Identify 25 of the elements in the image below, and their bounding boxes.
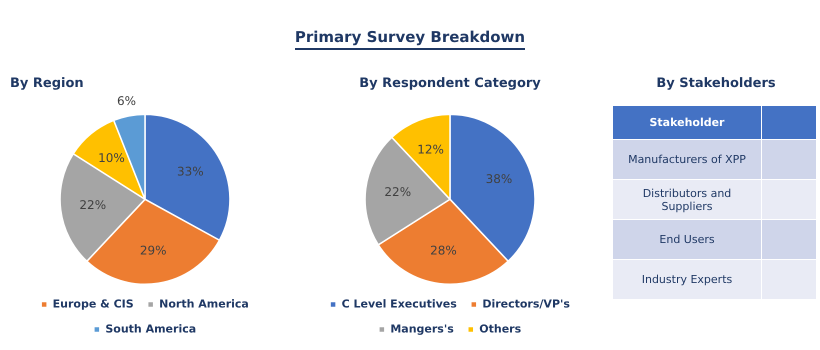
text: Primary Survey Breakdown	[294, 28, 526, 50]
data-label: 22%	[79, 198, 106, 212]
data-label: 38%	[486, 172, 512, 186]
data-label: 12%	[417, 142, 444, 156]
data-label: 10%	[98, 150, 125, 165]
data-label: 29%	[140, 243, 167, 258]
legend-label: Others	[479, 322, 522, 336]
legend-label: Mangers's	[390, 322, 454, 336]
text: Industry Experts	[612, 260, 762, 300]
chart-title: By Respondent Category	[359, 76, 542, 92]
data-label: 28%	[430, 244, 457, 258]
text: Manufacturers of XPP	[612, 140, 762, 180]
legend-label: Europe & CIS	[52, 297, 134, 310]
data-label: 6%	[116, 94, 136, 108]
text: Distributors and Suppliers	[612, 180, 762, 220]
text: End Users	[612, 220, 762, 260]
legend-label: C Level Executives	[342, 297, 458, 310]
legend-label: North America	[159, 297, 249, 310]
data-label: 33%	[177, 164, 204, 179]
text: Stakeholder	[612, 106, 762, 140]
data-label: 22%	[384, 184, 412, 199]
text: By Stakeholders	[655, 76, 777, 91]
chart-title: By Region	[10, 76, 84, 92]
legend-label: Directors/VP's	[482, 297, 570, 310]
legend-label: South America	[105, 322, 196, 336]
